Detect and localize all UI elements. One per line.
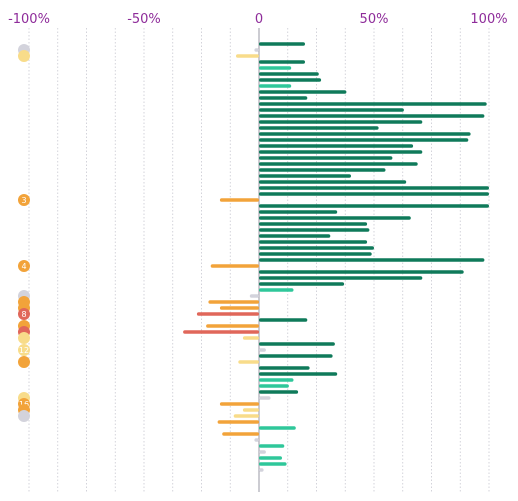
- x-axis-ticks: -100% -50% 0 50% 100%: [8, 12, 508, 27]
- bar: [222, 432, 259, 436]
- bar: [259, 450, 266, 454]
- bar: [219, 306, 259, 310]
- bar: [259, 234, 331, 238]
- bar: [259, 348, 266, 352]
- bar: [259, 276, 423, 280]
- row-marker: [18, 260, 30, 272]
- bar: [238, 360, 259, 364]
- bar: [259, 102, 487, 106]
- bar: [259, 396, 271, 400]
- row-marker-label: 3: [21, 196, 26, 205]
- row-markers: 3481216: [18, 44, 30, 422]
- bar: [259, 66, 292, 70]
- bar: [183, 330, 259, 334]
- row-marker: [18, 410, 30, 422]
- x-tick-label: 0: [255, 12, 263, 27]
- bar: [259, 204, 489, 208]
- x-tick-label: 100%: [470, 12, 507, 27]
- bar: [259, 342, 335, 346]
- bar: [259, 222, 368, 226]
- bar: [259, 246, 374, 250]
- bar: [196, 312, 259, 316]
- bar: [210, 264, 259, 268]
- bar: [259, 96, 308, 100]
- bar: [259, 462, 287, 466]
- bar: [259, 384, 289, 388]
- bar: [259, 252, 372, 256]
- row-marker: [18, 50, 30, 62]
- bars: [183, 42, 489, 472]
- bar: [259, 354, 333, 358]
- bar: [259, 138, 469, 142]
- bar: [259, 60, 305, 64]
- row-marker-label: 8: [21, 310, 26, 319]
- bar: [259, 144, 414, 148]
- bar: [259, 114, 485, 118]
- bar: [259, 366, 310, 370]
- bar: [259, 186, 489, 190]
- bar: [259, 120, 423, 124]
- row-marker: [18, 332, 30, 344]
- bar: [259, 372, 338, 376]
- bar: [259, 456, 282, 460]
- bar: [219, 402, 259, 406]
- x-tick-label: 50%: [360, 12, 389, 27]
- bar: [217, 420, 259, 424]
- x-tick-label: -100%: [8, 12, 50, 27]
- bar: [242, 336, 259, 340]
- bar: [259, 210, 338, 214]
- bar: [259, 282, 345, 286]
- bar: [249, 294, 259, 298]
- bar: [206, 324, 259, 328]
- bar: [259, 318, 308, 322]
- row-marker: [18, 308, 30, 320]
- bar: [259, 108, 404, 112]
- bar: [208, 300, 259, 304]
- bar: [259, 162, 418, 166]
- bar: [259, 126, 379, 130]
- bar: [259, 390, 299, 394]
- bar: [259, 78, 322, 82]
- bar: [259, 240, 368, 244]
- bar: [259, 42, 305, 46]
- bar: [259, 84, 292, 88]
- bar: [259, 258, 485, 262]
- x-tick-label: -50%: [127, 12, 161, 27]
- bar: [259, 168, 386, 172]
- bar: [259, 228, 370, 232]
- bar: [233, 414, 259, 418]
- bar: [259, 150, 423, 154]
- bar: [259, 270, 464, 274]
- row-marker: [18, 356, 30, 368]
- bar: [259, 216, 411, 220]
- row-marker: [18, 194, 30, 206]
- bar: [259, 180, 407, 184]
- bar: [219, 198, 259, 202]
- bar: [259, 72, 319, 76]
- bar: [259, 444, 285, 448]
- bar: [259, 288, 294, 292]
- bar: [259, 426, 296, 430]
- bar: [254, 48, 259, 52]
- bar: [259, 174, 351, 178]
- bar: [259, 468, 264, 472]
- row-marker-label: 12: [19, 346, 29, 355]
- bar: [254, 438, 259, 442]
- bar: [242, 408, 259, 412]
- row-marker: [18, 344, 30, 356]
- bar: [259, 156, 393, 160]
- bar: [259, 90, 347, 94]
- row-marker-label: 4: [21, 262, 26, 271]
- bar: [259, 378, 294, 382]
- bar: [259, 132, 471, 136]
- bar: [236, 54, 259, 58]
- bar: [259, 192, 489, 196]
